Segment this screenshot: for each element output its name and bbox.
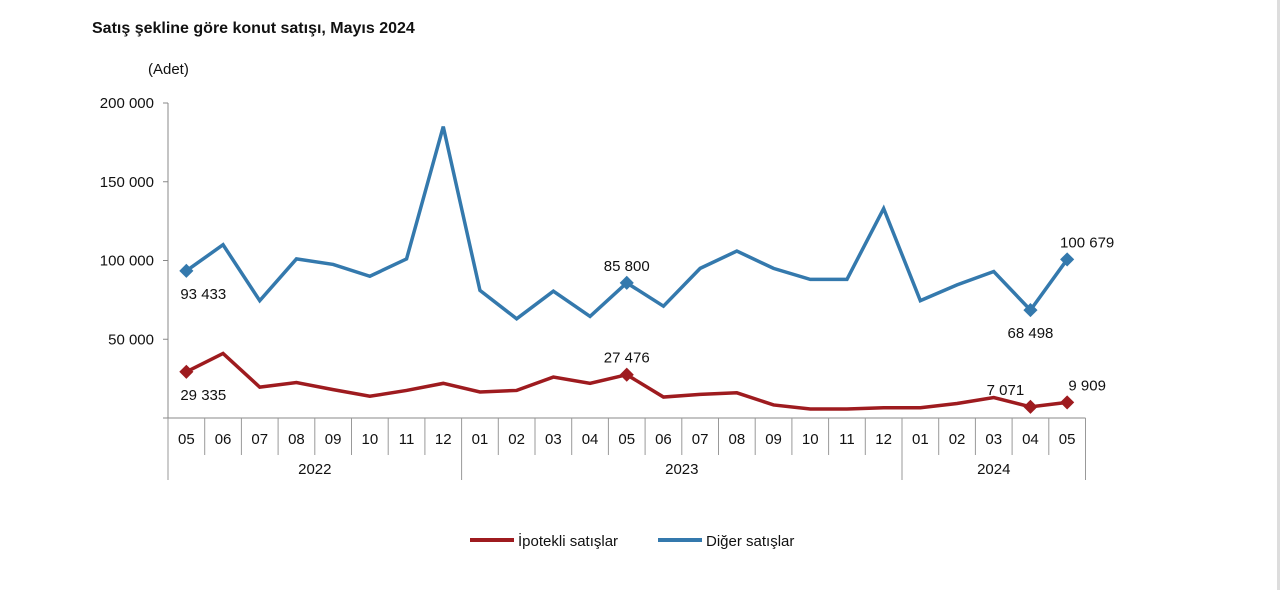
legend-label: İpotekli satışlar	[518, 532, 618, 550]
year-label: 2022	[298, 461, 331, 478]
data-point-marker	[619, 275, 634, 290]
data-label: 68 498	[1008, 325, 1054, 342]
x-tick-label: 01	[472, 431, 489, 448]
data-point-marker	[1023, 303, 1038, 318]
x-tick-label: 04	[582, 431, 599, 448]
year-label: 2024	[977, 461, 1010, 478]
x-tick-label: 05	[178, 431, 195, 448]
x-tick-label: 07	[692, 431, 709, 448]
x-tick-label: 09	[325, 431, 342, 448]
x-tick-label: 11	[399, 431, 415, 448]
x-tick-label: 06	[655, 431, 672, 448]
data-point-marker	[1060, 252, 1075, 267]
data-point-marker	[1023, 399, 1038, 414]
year-label: 2023	[665, 461, 698, 478]
data-label: 85 800	[604, 258, 650, 275]
chart-title: Satış şekline göre konut satışı, Mayıs 2…	[92, 20, 415, 37]
data-point-marker	[179, 263, 194, 278]
y-tick-label: 200 000	[100, 95, 154, 112]
x-tick-label: 02	[508, 431, 525, 448]
x-tick-label: 03	[985, 431, 1002, 448]
x-tick-label: 05	[618, 431, 635, 448]
x-tick-label: 11	[839, 431, 855, 448]
legend-label: Diğer satışlar	[706, 533, 794, 550]
x-tick-label: 05	[1059, 431, 1076, 448]
y-tick-label: 150 000	[100, 174, 154, 191]
right-border	[1277, 0, 1280, 590]
data-point-marker	[1060, 395, 1075, 410]
x-tick-label: 07	[251, 431, 268, 448]
data-label: 7 071	[987, 382, 1025, 399]
y-axis-unit: (Adet)	[148, 61, 189, 78]
series-line-diger	[185, 126, 1069, 321]
x-tick-label: 12	[435, 431, 452, 448]
data-point-marker	[179, 364, 194, 379]
x-tick-label: 03	[545, 431, 562, 448]
data-label: 100 679	[1060, 234, 1114, 251]
data-label: 93 433	[180, 286, 226, 303]
x-tick-label: 04	[1022, 431, 1039, 448]
y-tick-label: 50 000	[108, 331, 154, 348]
x-tick-label: 02	[949, 431, 966, 448]
x-tick-label: 12	[875, 431, 892, 448]
x-tick-label: 06	[215, 431, 232, 448]
x-tick-label: 09	[765, 431, 782, 448]
x-tick-label: 08	[729, 431, 746, 448]
x-tick-label: 10	[362, 431, 379, 448]
x-tick-label: 08	[288, 431, 305, 448]
x-tick-label: 01	[912, 431, 929, 448]
data-point-marker	[619, 367, 634, 382]
y-tick-label: 100 000	[100, 253, 154, 270]
data-label: 9 909	[1068, 377, 1106, 394]
x-tick-label: 10	[802, 431, 819, 448]
data-label: 29 335	[180, 387, 226, 404]
data-label: 27 476	[604, 350, 650, 367]
